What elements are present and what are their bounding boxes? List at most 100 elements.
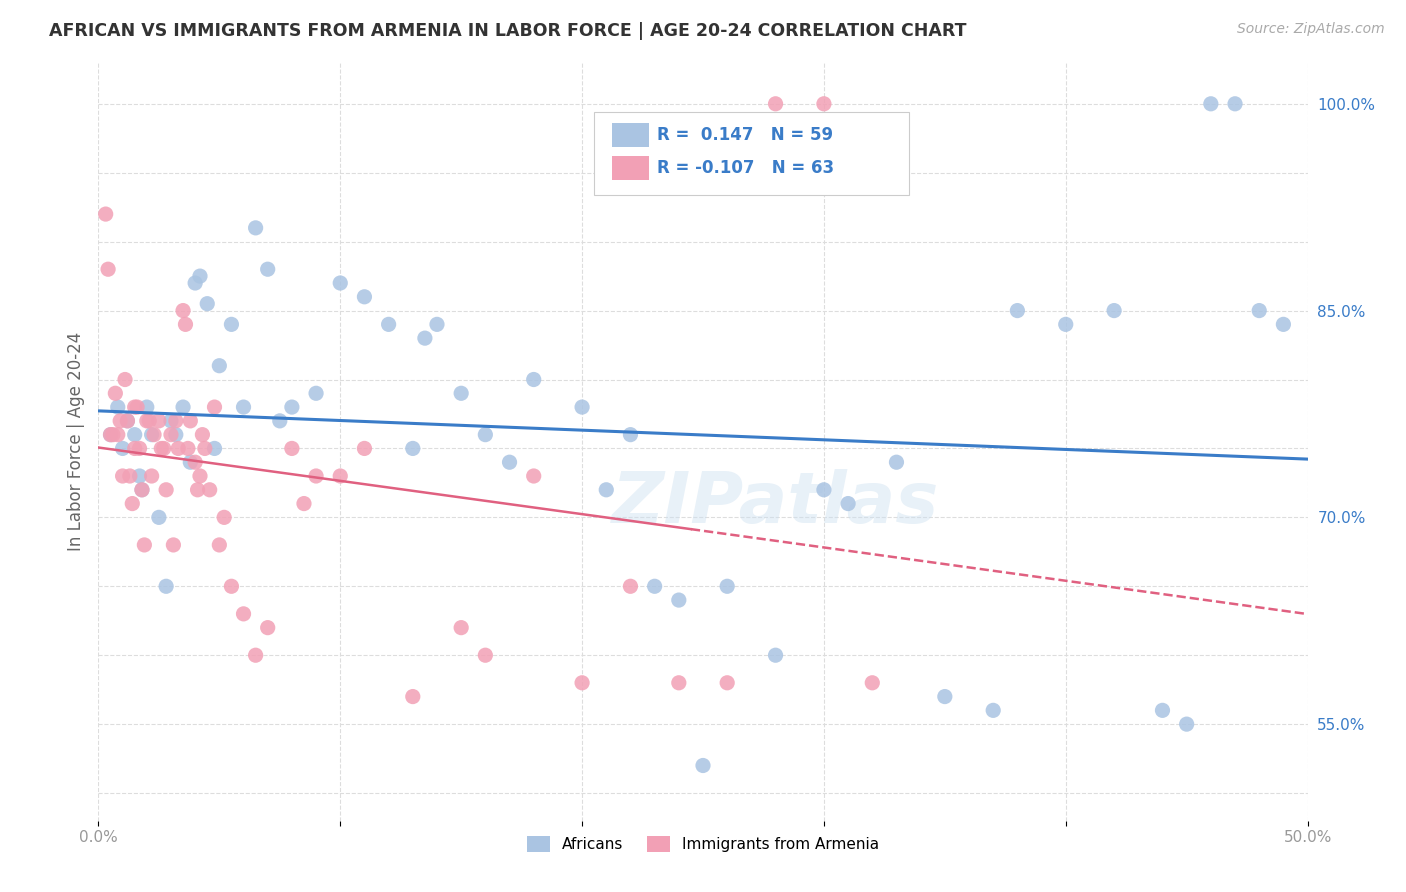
Point <box>813 483 835 497</box>
Point <box>716 675 738 690</box>
Point <box>117 414 139 428</box>
Point <box>426 318 449 332</box>
Point <box>668 593 690 607</box>
Point <box>143 427 166 442</box>
Point <box>188 469 211 483</box>
Point <box>141 469 163 483</box>
Y-axis label: In Labor Force | Age 20-24: In Labor Force | Age 20-24 <box>66 332 84 551</box>
Point <box>172 400 194 414</box>
Point <box>571 400 593 414</box>
Point <box>134 538 156 552</box>
Point <box>305 469 328 483</box>
Point <box>135 414 157 428</box>
Point <box>281 442 304 456</box>
Point <box>184 276 207 290</box>
Point <box>165 414 187 428</box>
Point <box>172 303 194 318</box>
Point <box>97 262 120 277</box>
Point <box>1152 703 1174 717</box>
Point <box>208 538 231 552</box>
Point <box>402 690 425 704</box>
Point <box>107 427 129 442</box>
Point <box>162 538 184 552</box>
Point <box>141 427 163 442</box>
Text: R =  0.147   N = 59: R = 0.147 N = 59 <box>657 127 834 145</box>
Point <box>108 414 131 428</box>
Legend: Africans, Immigrants from Armenia: Africans, Immigrants from Armenia <box>522 830 884 858</box>
Point <box>813 96 835 111</box>
Point <box>474 648 496 663</box>
Point <box>167 442 190 456</box>
Point <box>124 427 146 442</box>
Point <box>104 386 127 401</box>
Point <box>765 96 787 111</box>
Point <box>148 510 170 524</box>
Point <box>1272 318 1295 332</box>
Point <box>329 276 352 290</box>
Point <box>402 442 425 456</box>
Point <box>191 427 214 442</box>
Point <box>837 497 859 511</box>
Point <box>474 427 496 442</box>
Point <box>208 359 231 373</box>
Point <box>195 296 218 310</box>
Point <box>212 510 235 524</box>
Point <box>329 469 352 483</box>
Point <box>765 648 787 663</box>
Point <box>571 675 593 690</box>
Point <box>94 207 117 221</box>
Point <box>450 386 472 401</box>
Point <box>245 220 267 235</box>
Point <box>165 427 187 442</box>
Point <box>179 414 201 428</box>
Point <box>523 469 546 483</box>
Point <box>1007 303 1029 318</box>
FancyBboxPatch shape <box>595 112 908 195</box>
Point <box>174 318 197 332</box>
Point <box>160 414 183 428</box>
Point <box>377 318 399 332</box>
Point <box>245 648 267 663</box>
Point <box>155 483 177 497</box>
Point <box>498 455 520 469</box>
Point <box>160 427 183 442</box>
Point <box>131 483 153 497</box>
Point <box>305 386 328 401</box>
Point <box>100 427 122 442</box>
Point <box>269 414 291 428</box>
Point <box>886 455 908 469</box>
Point <box>117 414 139 428</box>
Bar <box>613 156 648 180</box>
Point <box>644 579 666 593</box>
Point <box>148 414 170 428</box>
Point <box>101 427 124 442</box>
Point <box>184 455 207 469</box>
Point <box>150 442 173 456</box>
Point <box>118 469 141 483</box>
Point <box>981 703 1004 717</box>
Point <box>177 442 200 456</box>
Point <box>124 400 146 414</box>
Point <box>124 442 146 456</box>
Point <box>281 400 304 414</box>
Point <box>107 400 129 414</box>
Point <box>128 442 150 456</box>
Point <box>353 442 375 456</box>
Point <box>619 579 641 593</box>
Point <box>127 400 149 414</box>
Point <box>595 483 617 497</box>
Point <box>716 579 738 593</box>
Point <box>138 414 160 428</box>
Bar <box>613 123 648 147</box>
Point <box>934 690 956 704</box>
Point <box>1054 318 1077 332</box>
Point <box>353 290 375 304</box>
Text: R = -0.107   N = 63: R = -0.107 N = 63 <box>657 159 834 177</box>
Point <box>1102 303 1125 318</box>
Point <box>204 400 226 414</box>
Point <box>114 372 136 386</box>
Point <box>1199 96 1222 111</box>
Text: Source: ZipAtlas.com: Source: ZipAtlas.com <box>1237 22 1385 37</box>
Point <box>188 269 211 284</box>
Point <box>860 675 883 690</box>
